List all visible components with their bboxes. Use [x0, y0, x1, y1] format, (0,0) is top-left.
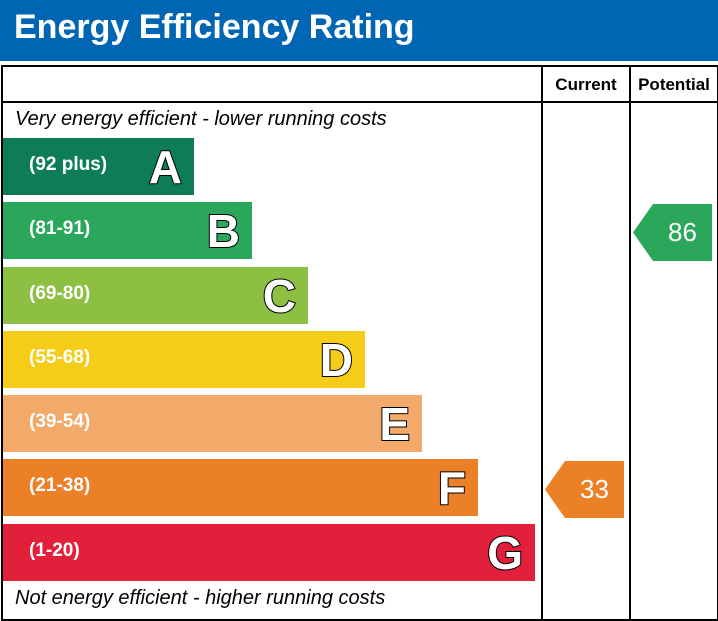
current-rating-value: 33: [580, 474, 609, 504]
current-arrow-shape: [545, 461, 624, 518]
band-letter: E: [378, 397, 411, 451]
band-range-label: (69-80): [29, 283, 91, 304]
band-letter: G: [486, 526, 524, 580]
band-g: (1-20) G: [3, 524, 535, 581]
band-a: (92 plus) A: [3, 138, 194, 195]
current-column-divider: [541, 65, 543, 619]
potential-column-divider: [629, 65, 631, 619]
bottom-caption: Not energy efficient - higher running co…: [15, 587, 386, 609]
band-letter: C: [262, 269, 297, 323]
potential-arrow-shape: [633, 204, 712, 261]
band-range-label: (55-68): [29, 347, 91, 368]
title-bar: Energy Efficiency Rating: [0, 0, 718, 61]
current-column-header: Current: [555, 75, 617, 94]
band-f: (21-38) F: [3, 459, 478, 516]
current-rating-arrow: 33: [545, 461, 624, 518]
band-c: (69-80) C: [3, 267, 308, 324]
band-letter: D: [319, 333, 354, 387]
band-b: (81-91) B: [3, 202, 252, 259]
top-caption: Very energy efficient - lower running co…: [15, 108, 387, 130]
page-title: Energy Efficiency Rating: [14, 8, 415, 46]
band-range-label: (39-54): [29, 411, 91, 432]
band-e: (39-54) E: [3, 395, 422, 452]
band-range-label: (21-38): [29, 475, 91, 496]
potential-rating-arrow: 86: [633, 204, 712, 261]
band-letter: F: [437, 461, 467, 515]
potential-column-header: Potential: [638, 75, 710, 94]
band-range-label: (1-20): [29, 540, 80, 561]
potential-rating-value: 86: [668, 217, 697, 247]
band-letter: A: [148, 140, 183, 194]
header-divider: [1, 101, 717, 103]
band-letter: B: [206, 204, 241, 258]
band-range-label: (81-91): [29, 218, 91, 239]
band-d: (55-68) D: [3, 331, 365, 388]
band-range-label: (92 plus): [29, 154, 108, 175]
